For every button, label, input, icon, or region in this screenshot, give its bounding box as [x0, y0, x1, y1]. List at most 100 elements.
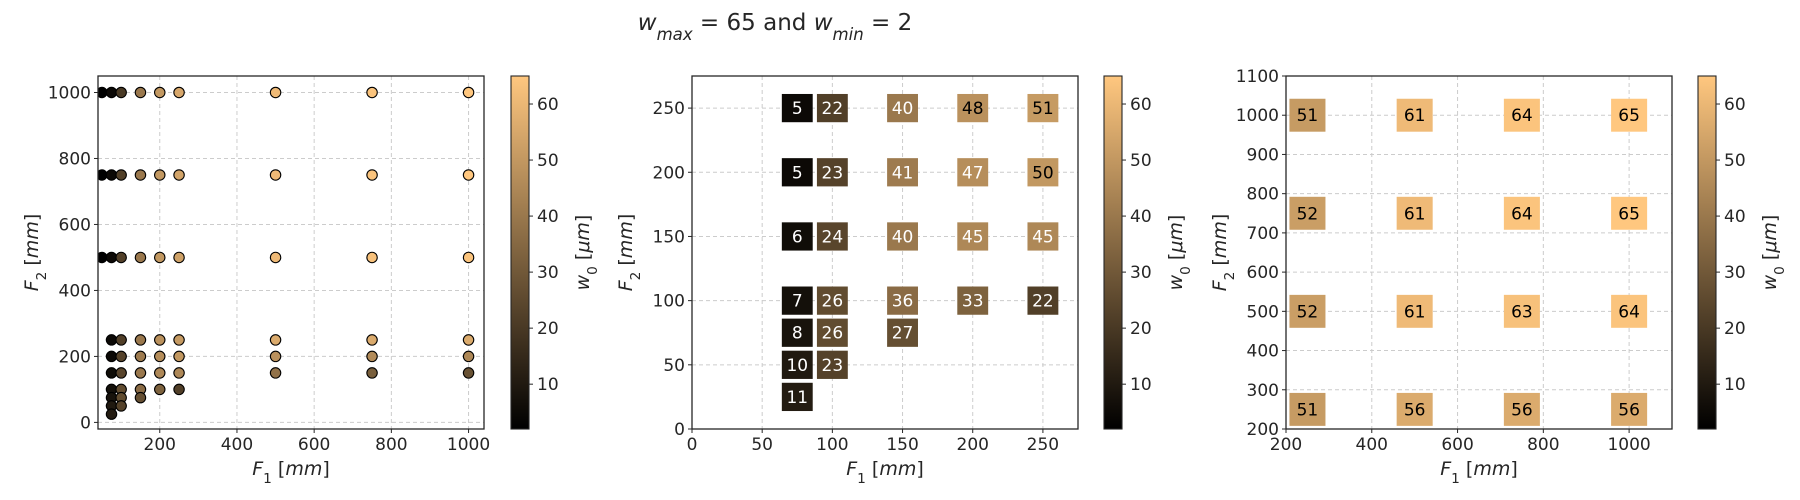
- heatmap-cell: [887, 158, 918, 187]
- y-tick-label: 100: [653, 292, 685, 312]
- heatmap-cell: [1611, 294, 1648, 328]
- heatmap-cell: [816, 222, 848, 251]
- cell-value-label: 11: [786, 388, 808, 408]
- y-axis-label: F2 [mm]: [1209, 214, 1238, 292]
- scatter-point: [115, 367, 127, 379]
- colorbar-tick-label: 60: [1724, 95, 1746, 115]
- scatter-point: [134, 169, 147, 181]
- heatmap-cell: [957, 158, 989, 187]
- heatmap-cell: [887, 93, 918, 123]
- heatmap-cell: [781, 318, 813, 347]
- heatmap-cell: [1503, 392, 1540, 426]
- heatmap-cell: [1396, 294, 1433, 328]
- colorbar-tick-label: 10: [537, 375, 559, 395]
- y-tick-label: 600: [59, 215, 91, 235]
- heatmap-cell: [1289, 392, 1326, 426]
- heatmap-cell: [1503, 294, 1540, 328]
- scatter-point: [269, 334, 282, 346]
- scatter-point: [462, 350, 475, 363]
- heatmap-cell: [1503, 98, 1540, 132]
- cell-value-label: 40: [892, 99, 914, 119]
- scatter-point: [105, 86, 118, 99]
- colorbar-tick-label: 30: [537, 263, 559, 283]
- colorbar-tick-label: 40: [1130, 207, 1152, 227]
- colorbar-label: w0 [μm]: [572, 215, 601, 291]
- x-tick-label: 600: [298, 435, 330, 455]
- heatmap-cell: [781, 286, 813, 315]
- cell-value-label: 61: [1404, 302, 1426, 322]
- panel-1: 200 400 600 800 1000 0 200 400 600 800 1000 F1 [mm]…: [21, 75, 601, 487]
- cell-value-label: 41: [892, 163, 914, 183]
- cell-value-label: 40: [892, 227, 914, 247]
- y-tick-label: 1100: [1236, 67, 1279, 87]
- scatter-point: [115, 400, 127, 412]
- heatmap-cell: [1289, 196, 1326, 230]
- cell-value-label: 56: [1404, 400, 1426, 420]
- heatmap-cell: [1289, 98, 1326, 132]
- heatmap-cell: [781, 350, 813, 379]
- scatter-point: [173, 251, 185, 264]
- x-tick-label: 150: [886, 435, 918, 455]
- x-tick-label: 400: [221, 435, 253, 455]
- x-axis-label: F1 [mm]: [1440, 458, 1518, 487]
- scatter-point: [134, 86, 147, 99]
- heatmap-cell: [957, 93, 989, 123]
- scatter-point: [154, 251, 166, 264]
- cell-value-label: 50: [1032, 163, 1054, 183]
- scatter-point: [115, 86, 127, 99]
- scatter-point: [269, 169, 282, 181]
- cell-value-label: 51: [1297, 400, 1319, 420]
- y-axis-label: F2 [mm]: [21, 214, 50, 292]
- x-tick-label: 200: [1270, 435, 1302, 455]
- heatmap-cell: [816, 158, 848, 187]
- scatter-point: [134, 350, 147, 363]
- cell-value-label: 56: [1511, 400, 1533, 420]
- y-tick-label: 200: [59, 347, 91, 367]
- heatmap-cell: [1503, 196, 1540, 230]
- cell-value-label: 33: [962, 292, 984, 312]
- y-tick-label: 800: [59, 149, 91, 169]
- y-tick-label: 1000: [48, 83, 91, 103]
- colorbar-tick-label: 40: [1724, 207, 1746, 227]
- heatmap-cell: [816, 318, 848, 347]
- colorbar-tick-label: 60: [537, 95, 559, 115]
- scatter-point: [269, 367, 282, 379]
- scatter-point: [462, 169, 475, 181]
- heatmap-cell: [816, 93, 848, 123]
- scatter-point: [173, 86, 185, 99]
- scatter-point: [462, 367, 475, 379]
- scatter-point: [115, 334, 127, 346]
- y-tick-label: 800: [1247, 185, 1279, 205]
- cell-value-label: 61: [1404, 204, 1426, 224]
- y-tick-label: 400: [1247, 342, 1279, 362]
- y-tick-label: 0: [80, 413, 91, 433]
- cell-value-label: 65: [1618, 106, 1640, 126]
- x-tick-label: 100: [816, 435, 848, 455]
- y-tick-label: 200: [653, 163, 685, 183]
- cell-value-label: 52: [1297, 302, 1319, 322]
- data-layer: 5 22 40 48 51 5 23 41 47 50 6 24 40 45 45 7 26 36 33 22 8 26 2…: [781, 93, 1059, 412]
- x-tick-label: 200: [144, 435, 176, 455]
- scatter-point: [115, 169, 127, 181]
- scatter-point: [462, 86, 475, 99]
- cell-value-label: 10: [786, 356, 808, 376]
- axes-frame: [97, 75, 485, 430]
- cell-value-label: 64: [1511, 106, 1533, 126]
- x-axis-label: F1 [mm]: [846, 458, 924, 487]
- data-layer: 51 61 64 65 52 61 64 65 52 61 63 64 51 56 56 56: [1289, 98, 1648, 426]
- scatter-point: [134, 391, 147, 404]
- heatmap-cell: [887, 222, 918, 251]
- cell-value-label: 51: [1032, 99, 1054, 119]
- cell-value-label: 48: [962, 99, 984, 119]
- scatter-point: [134, 251, 147, 264]
- cell-value-label: 6: [792, 227, 803, 247]
- colorbar-tick-label: 20: [1724, 319, 1746, 339]
- axes-frame: [1285, 75, 1673, 430]
- colorbar-tick-label: 30: [1130, 263, 1152, 283]
- heatmap-cell: [887, 318, 918, 347]
- heatmap-cell: [1396, 98, 1433, 132]
- scatter-point: [173, 334, 185, 346]
- y-tick-label: 150: [653, 227, 685, 247]
- colorbar-tick-label: 50: [1724, 151, 1746, 171]
- x-axis-label: F1 [mm]: [252, 458, 330, 487]
